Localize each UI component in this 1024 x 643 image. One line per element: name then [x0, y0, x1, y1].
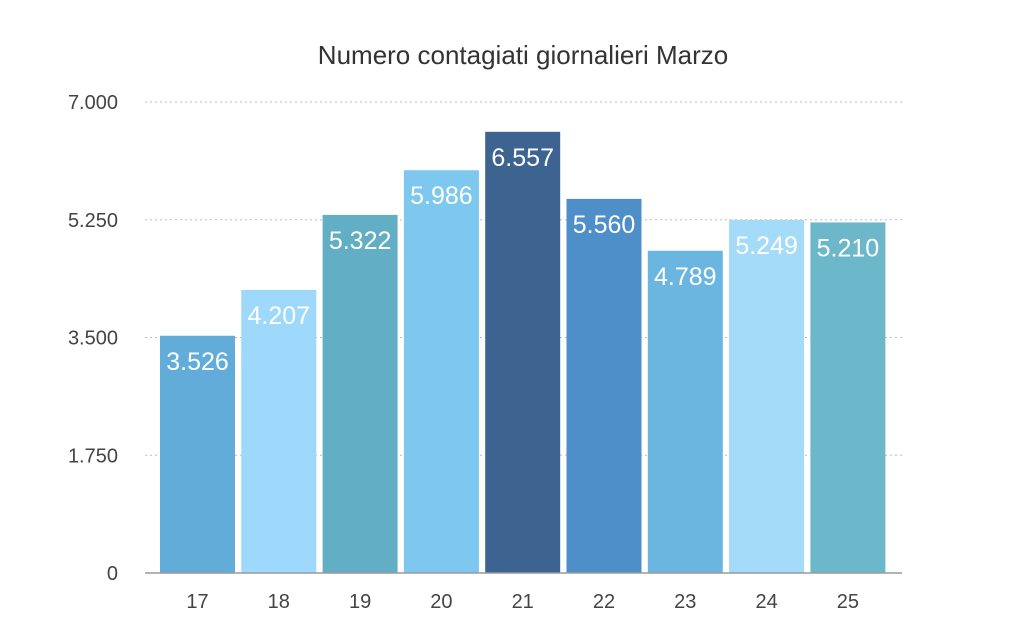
data-label-22: 5.560: [573, 211, 636, 239]
bar-21: [485, 131, 561, 574]
x-tick-label-25: 25: [837, 591, 859, 613]
x-tick-label-18: 18: [268, 591, 290, 613]
y-axis-ticks: 0 1.750 3.500 5.250 7.000: [68, 92, 118, 585]
data-label-19: 5.322: [329, 227, 392, 255]
bar-18: [241, 289, 317, 573]
bar-24: [729, 219, 805, 573]
bar-17: [160, 335, 235, 573]
data-label-18: 4.207: [248, 302, 311, 330]
chart-title: Numero contagiati giornalieri Marzo: [318, 40, 728, 70]
data-label-21: 6.557: [491, 144, 554, 172]
data-label-25: 5.210: [817, 234, 880, 262]
y-tick-label: 1.750: [68, 445, 118, 467]
x-tick-label-17: 17: [186, 591, 208, 613]
bar-23: [647, 250, 723, 573]
y-tick-label: 0: [107, 563, 118, 585]
data-label-20: 5.986: [410, 182, 473, 210]
data-labels: 3.526 4.207 5.322 5.986 6.557 5.560 4.789 5.249…: [166, 144, 879, 376]
bar-19: [322, 214, 398, 573]
x-axis-ticks: 17 18 19 20 21 22 23 24 25: [186, 591, 859, 613]
x-tick-label-21: 21: [512, 591, 534, 613]
x-tick-label-24: 24: [755, 591, 777, 613]
x-tick-label-22: 22: [593, 591, 615, 613]
x-tick-label-19: 19: [349, 591, 371, 613]
data-label-24: 5.249: [735, 232, 798, 260]
x-tick-label-20: 20: [430, 591, 452, 613]
bars: [160, 131, 886, 574]
y-tick-label: 3.500: [68, 328, 118, 350]
bar-22: [566, 198, 642, 574]
bar-25: [810, 222, 886, 574]
y-tick-label: 7.000: [68, 92, 118, 114]
bar-20: [403, 170, 479, 573]
x-tick-label-23: 23: [674, 591, 696, 613]
y-tick-label: 5.250: [68, 210, 118, 232]
data-label-17: 3.526: [166, 348, 229, 376]
data-label-23: 4.789: [654, 263, 717, 291]
